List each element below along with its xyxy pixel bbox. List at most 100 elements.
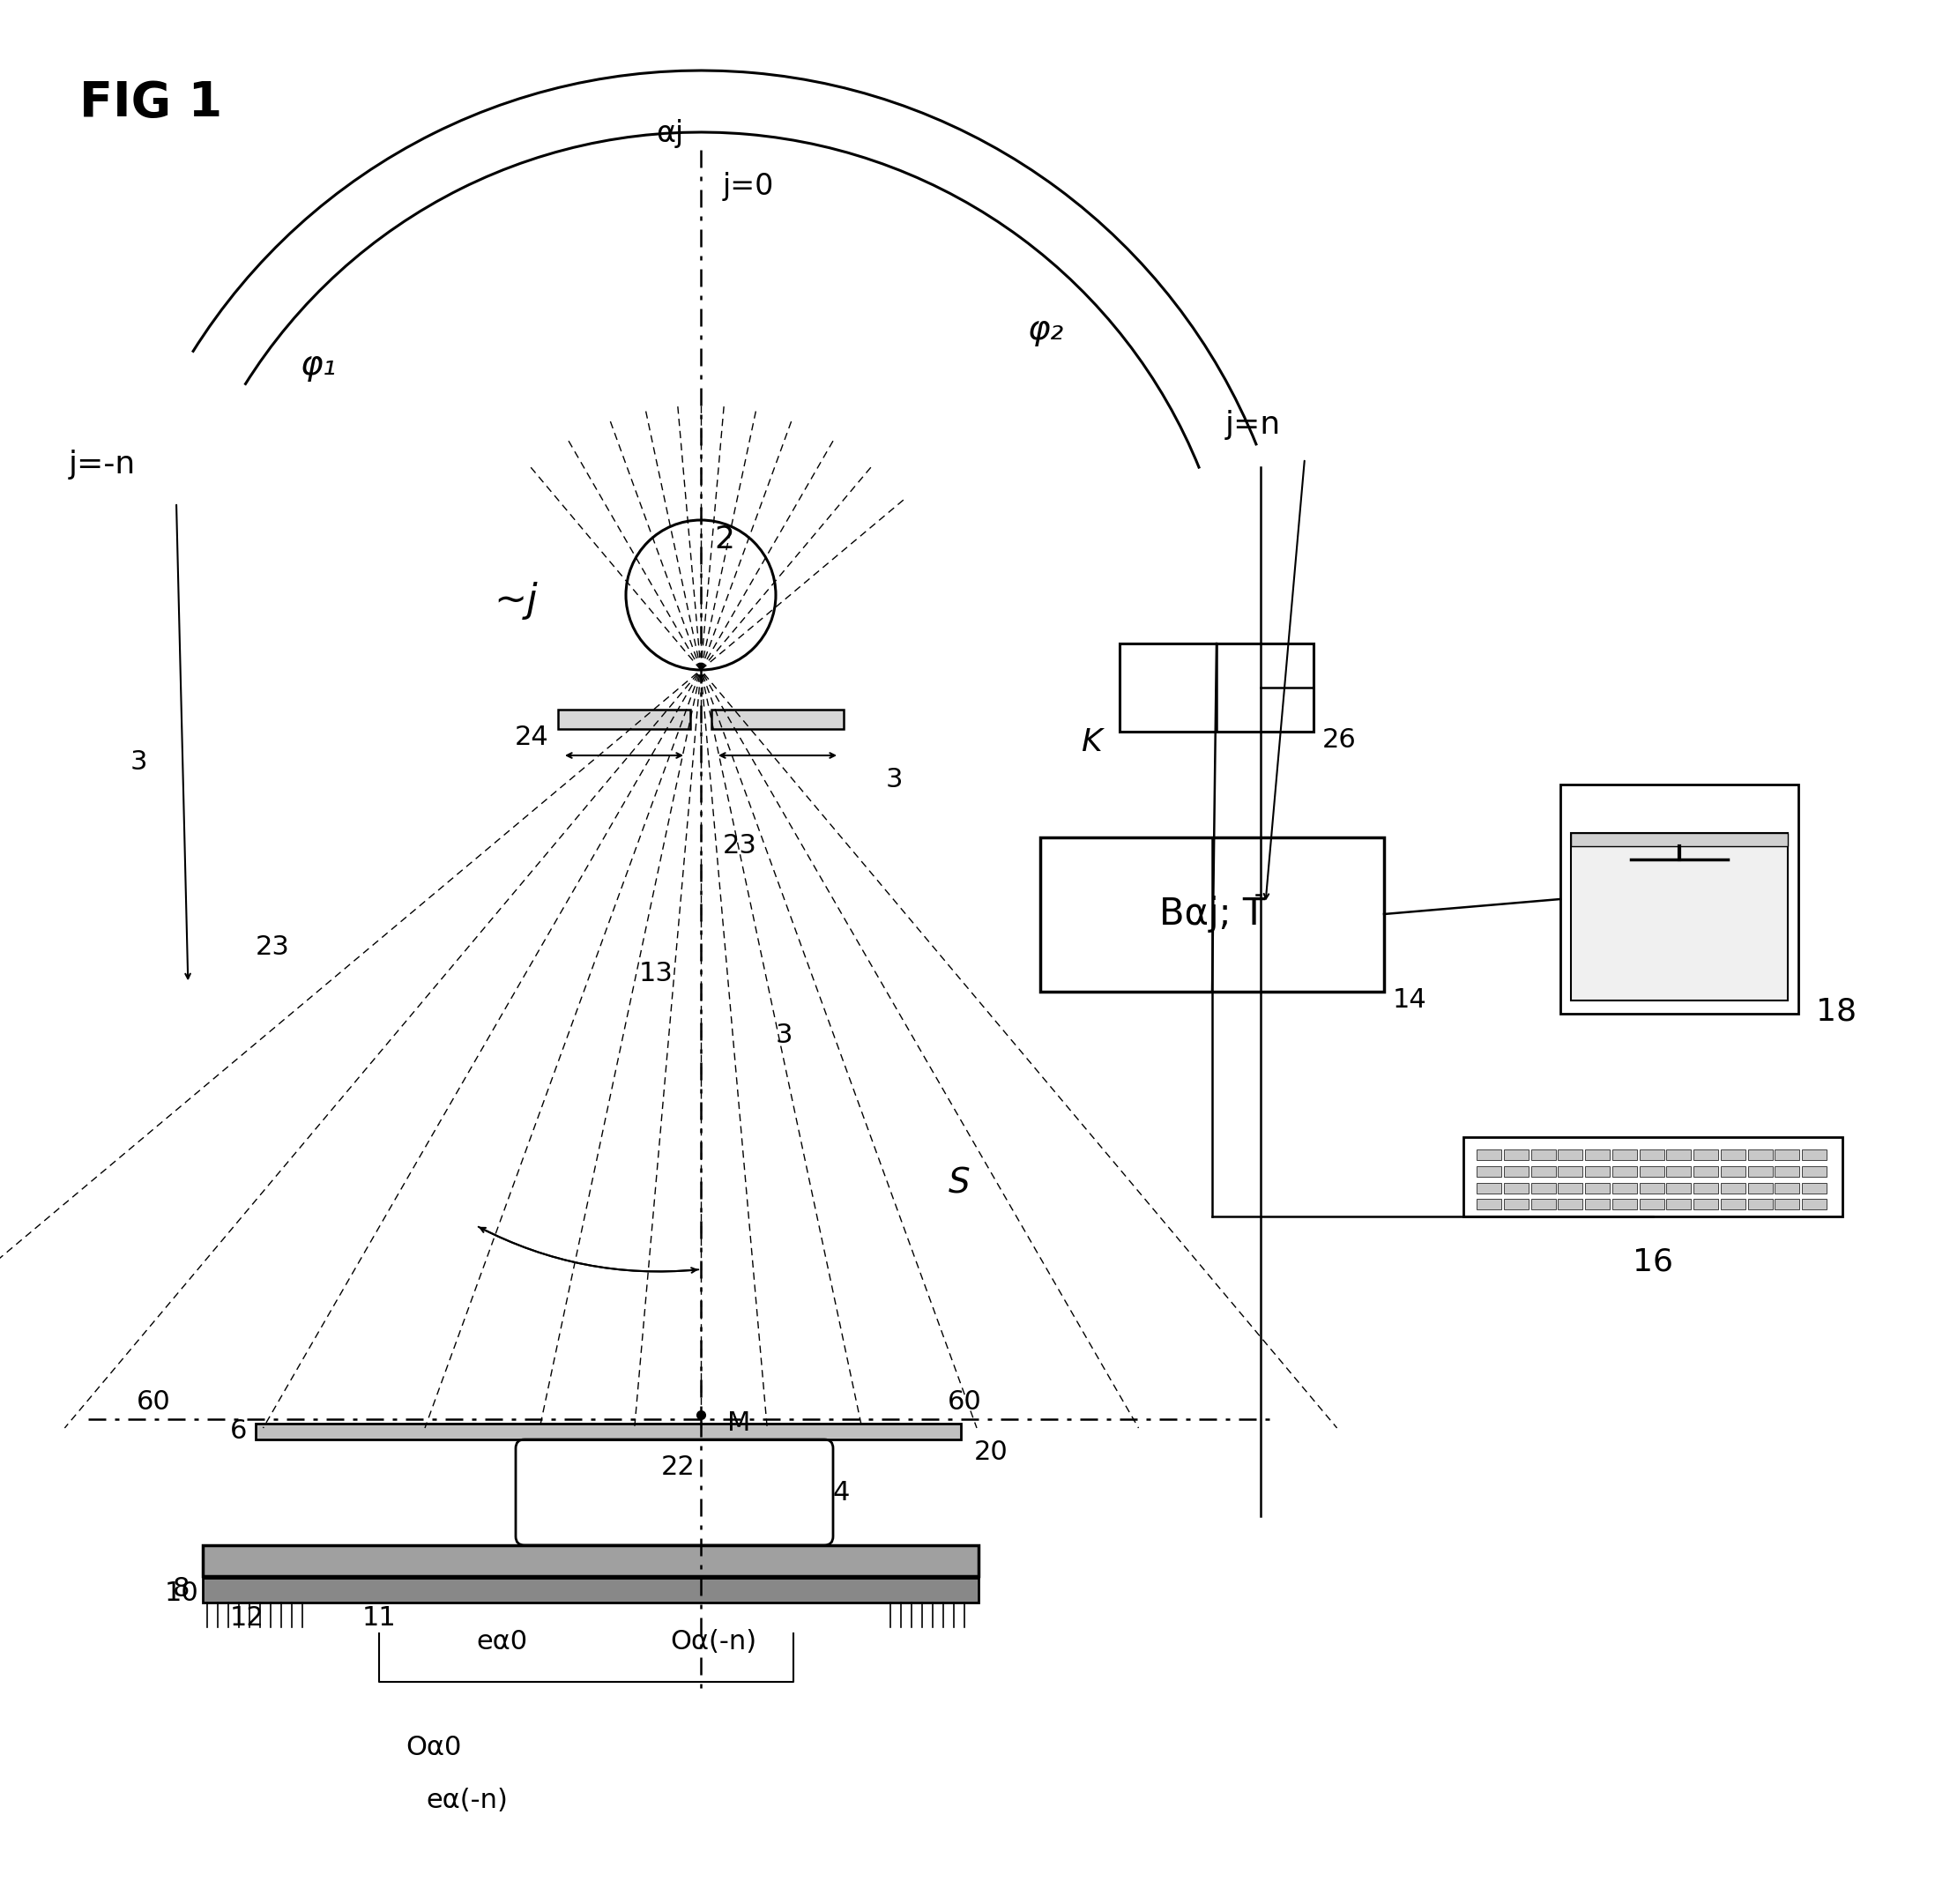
Bar [1571,834,1788,1000]
Bar [1531,1150,1556,1160]
Bar [1720,1150,1745,1160]
Text: j=-n: j=-n [70,449,135,480]
Text: 20: 20 [973,1439,1008,1464]
Text: Oα(-n): Oα(-n) [670,1630,757,1655]
Bar [1476,1200,1502,1209]
Bar [1747,1165,1772,1177]
Text: S: S [948,1167,969,1200]
Bar [1612,1200,1637,1209]
Text: FIG 1: FIG 1 [79,80,223,128]
Bar [1720,1200,1745,1209]
Bar [1666,1200,1691,1209]
Bar [1503,1200,1529,1209]
Bar [1612,1150,1637,1160]
Text: φ₁: φ₁ [300,348,337,381]
Bar [1531,1182,1556,1194]
Text: Bαj; T: Bαj; T [1159,895,1265,933]
Text: 2: 2 [714,524,733,554]
Text: Oα0: Oα0 [406,1735,461,1761]
Bar [1571,834,1788,845]
Bar [1531,1165,1556,1177]
Bar [1747,1150,1772,1160]
Text: j=0: j=0 [724,171,774,202]
Bar [255,1424,962,1439]
Bar [1666,1182,1691,1194]
Bar [1585,1182,1610,1194]
Bar [1041,838,1384,992]
Bar [1560,784,1798,1013]
Bar [1720,1182,1745,1194]
Bar [1693,1150,1718,1160]
Bar [1120,644,1314,731]
Bar [1476,1165,1502,1177]
Text: 23: 23 [724,834,757,859]
Text: 22: 22 [662,1455,695,1479]
Text: 24: 24 [515,725,550,750]
Bar [1476,1150,1502,1160]
Text: 26: 26 [1322,727,1356,752]
Bar [712,710,844,729]
Text: 3: 3 [130,750,147,775]
Text: 60: 60 [948,1390,981,1415]
Text: 8: 8 [172,1577,190,1601]
Bar [1476,1182,1502,1194]
Bar [1801,1200,1827,1209]
Bar [1639,1200,1664,1209]
Text: 60: 60 [137,1390,170,1415]
Bar [1693,1200,1718,1209]
Bar [1801,1165,1827,1177]
Text: 6: 6 [230,1418,248,1445]
Text: eα(-n): eα(-n) [426,1788,509,1813]
Text: 11: 11 [362,1605,397,1630]
Text: 13: 13 [639,962,673,986]
Bar [557,710,691,729]
Bar [1666,1150,1691,1160]
Bar [1531,1200,1556,1209]
Bar [1801,1182,1827,1194]
Text: 3: 3 [776,1022,793,1047]
Text: φ₂: φ₂ [1027,312,1064,347]
Text: M: M [728,1411,751,1436]
Bar [1693,1182,1718,1194]
Bar [1558,1200,1583,1209]
Text: 4: 4 [834,1479,849,1506]
Bar [1558,1150,1583,1160]
Text: eα0: eα0 [476,1630,526,1655]
Text: 18: 18 [1815,996,1858,1026]
Text: 16: 16 [1633,1247,1674,1278]
Bar [1503,1182,1529,1194]
Text: ~j: ~j [493,583,538,619]
Bar [1720,1165,1745,1177]
Bar [1585,1165,1610,1177]
Bar [1774,1165,1800,1177]
Bar [203,1578,979,1603]
Bar [1774,1150,1800,1160]
Bar [1585,1200,1610,1209]
Text: αj: αj [656,118,683,149]
Bar [1463,1137,1842,1217]
Bar [1666,1165,1691,1177]
Bar [1774,1182,1800,1194]
Text: j=n: j=n [1225,409,1281,440]
Text: 23: 23 [255,935,290,960]
Bar [1558,1165,1583,1177]
Text: 12: 12 [230,1605,263,1630]
Bar [1639,1150,1664,1160]
Text: 14: 14 [1393,988,1426,1013]
Text: 10: 10 [164,1580,199,1607]
Bar [1503,1150,1529,1160]
Bar [1747,1200,1772,1209]
Bar [1801,1150,1827,1160]
Bar [1774,1200,1800,1209]
Bar [1612,1182,1637,1194]
Bar [203,1546,979,1577]
Bar [1747,1182,1772,1194]
Bar [1639,1165,1664,1177]
Bar [1612,1165,1637,1177]
Bar [1585,1150,1610,1160]
Text: 3: 3 [886,767,904,792]
Bar [1558,1182,1583,1194]
Text: K: K [1082,727,1101,758]
Bar [1693,1165,1718,1177]
Bar [1639,1182,1664,1194]
